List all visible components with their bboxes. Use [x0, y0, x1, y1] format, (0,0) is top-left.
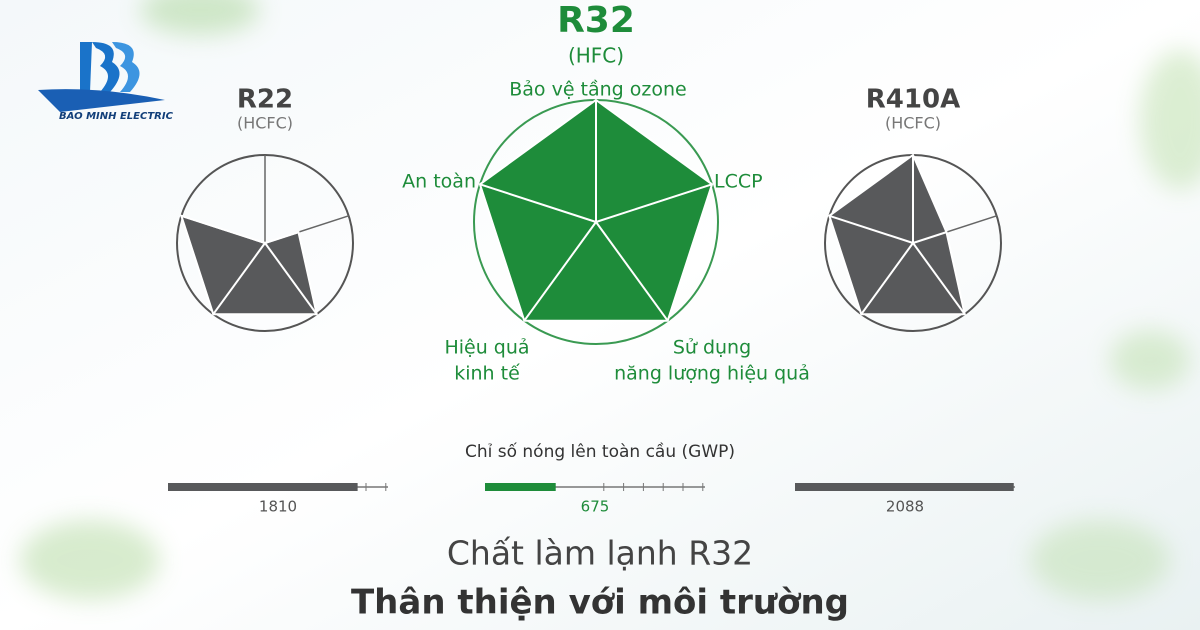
radar-inner-spoke	[595, 221, 669, 322]
bar	[795, 483, 1014, 491]
radar-subtitle: (HCFC)	[237, 114, 293, 133]
radar-title: R22	[237, 85, 293, 115]
bar	[485, 483, 556, 491]
radar-axis-label: Bảo vệ tầng ozone	[509, 79, 687, 101]
radar-inner-spoke	[479, 183, 597, 223]
radar-axis-label: LCCP	[714, 171, 763, 193]
radar-title: R32	[557, 0, 635, 41]
bar-value-label: 1810	[259, 498, 297, 516]
radar-axis-label: An toàn	[402, 171, 476, 193]
radar-subtitle: (HCFC)	[885, 114, 941, 133]
headline-line2: Thân thiện với môi trường	[351, 583, 849, 623]
radar-inner-spoke	[264, 231, 299, 244]
bar-title: Chỉ số nóng lên toàn cầu (GWP)	[465, 441, 735, 462]
radar-inner-spoke	[212, 242, 266, 315]
radar-inner-spoke	[180, 214, 266, 244]
brand: BAO MINH ELECTRIC	[59, 111, 174, 122]
logo: BAO MINH ELECTRIC	[38, 42, 174, 122]
radar-inner-spoke	[912, 242, 966, 315]
leaves	[20, 0, 1200, 600]
radar-title: R410A	[866, 85, 960, 115]
radar-subtitle: (HFC)	[568, 44, 624, 68]
radar-axis-label: Sử dụng	[673, 337, 751, 359]
radar-inner-spoke	[828, 214, 914, 244]
radar-inner-spoke	[264, 242, 318, 315]
headline-line1: Chất làm lạnh R32	[447, 534, 753, 573]
bar-value-label: 675	[581, 498, 610, 516]
radar-axis-label: kinh tế	[454, 363, 520, 385]
radar-axis-label: năng lượng hiệu quả	[614, 363, 810, 385]
radar-axis-label: Hiệu quả	[444, 337, 529, 359]
radar-area	[828, 153, 966, 316]
bar	[168, 483, 358, 491]
radar-inner-spoke	[595, 183, 713, 223]
bar-value-label: 2088	[886, 498, 924, 516]
radar-inner-spoke	[860, 242, 914, 315]
radar-inner-spoke	[912, 231, 947, 244]
radar-inner-spoke	[523, 221, 597, 322]
